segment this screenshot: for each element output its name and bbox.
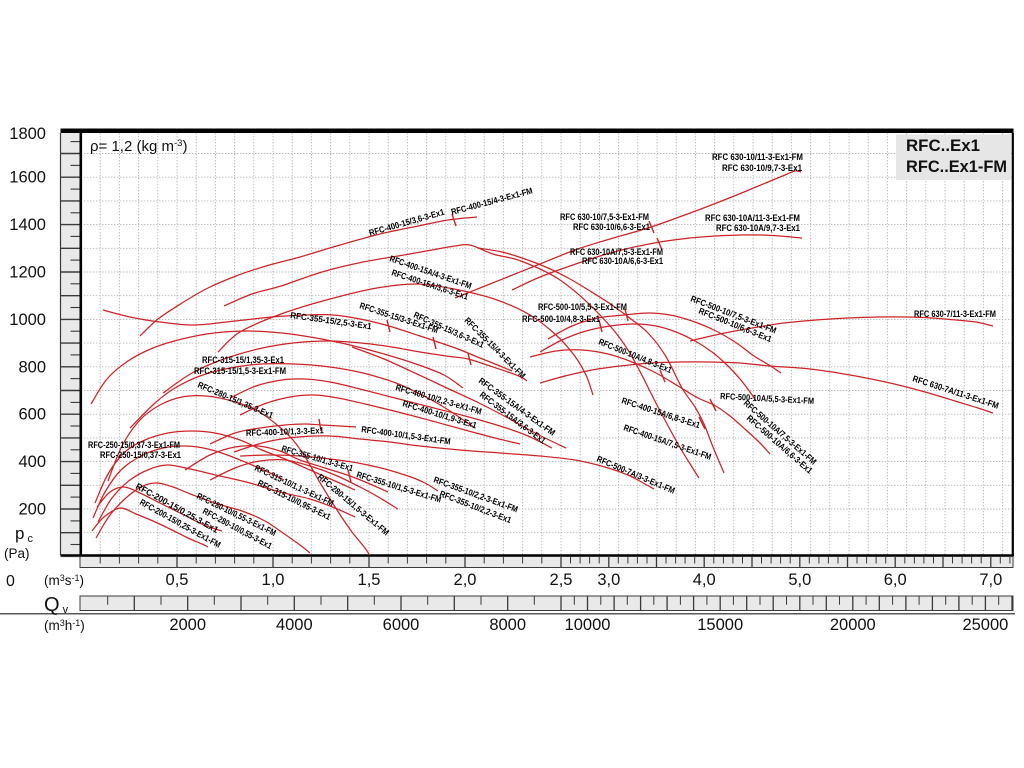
svg-text:1400: 1400 <box>9 216 46 234</box>
svg-text:1800: 1800 <box>9 125 46 143</box>
svg-text:400: 400 <box>18 453 46 471</box>
svg-text:2,0: 2,0 <box>454 571 477 589</box>
svg-text:(Pa): (Pa) <box>4 546 30 561</box>
svg-text:1,0: 1,0 <box>262 571 285 589</box>
svg-text:0,5: 0,5 <box>166 571 189 589</box>
svg-text:6000: 6000 <box>383 616 420 634</box>
svg-text:RFC 630-10A/11-3-Ex1-FM: RFC 630-10A/11-3-Ex1-FM <box>705 213 800 223</box>
svg-text:RFC..Ex1: RFC..Ex1 <box>906 137 980 155</box>
svg-text:4,0: 4,0 <box>693 571 716 589</box>
svg-text:1200: 1200 <box>9 264 46 282</box>
svg-text:10000: 10000 <box>565 616 611 634</box>
svg-text:200: 200 <box>18 501 46 519</box>
svg-text:7,0: 7,0 <box>979 571 1002 589</box>
svg-text:0: 0 <box>6 573 15 590</box>
svg-text:800: 800 <box>18 358 46 376</box>
svg-text:2000: 2000 <box>169 616 206 634</box>
svg-text:20000: 20000 <box>830 616 876 634</box>
svg-text:RFC-500-10/4,8-3-Ex1: RFC-500-10/4,8-3-Ex1 <box>522 314 600 324</box>
svg-text:RFC 630-7/11-3-Ex1-FM: RFC 630-7/11-3-Ex1-FM <box>914 309 996 319</box>
svg-text:RFC 630-10/9,7-3-Ex1: RFC 630-10/9,7-3-Ex1 <box>722 163 802 173</box>
svg-text:1000: 1000 <box>9 311 46 329</box>
svg-text:ρ= 1,2 (kg m-3): ρ= 1,2 (kg m-3) <box>90 138 187 155</box>
svg-text:4000: 4000 <box>276 616 313 634</box>
svg-text:RFC 630-10/6,6-3-Ex1: RFC 630-10/6,6-3-Ex1 <box>573 222 650 232</box>
svg-text:RFC..Ex1-FM: RFC..Ex1-FM <box>906 158 1007 176</box>
svg-text:RFC 630-10A/6,6-3-Ex1: RFC 630-10A/6,6-3-Ex1 <box>582 256 663 266</box>
svg-text:5,0: 5,0 <box>788 571 811 589</box>
svg-text:RFC 630-10/7,5-3-Ex1-FM: RFC 630-10/7,5-3-Ex1-FM <box>560 212 649 222</box>
svg-text:2,5: 2,5 <box>550 571 573 589</box>
svg-text:RFC-500-10/5,5-3-Ex1-FM: RFC-500-10/5,5-3-Ex1-FM <box>538 302 627 312</box>
svg-text:RFC 630-10/11-3-Ex1-FM: RFC 630-10/11-3-Ex1-FM <box>712 152 803 162</box>
svg-text:RFC-315-15/1,5-3-Ex1-FM: RFC-315-15/1,5-3-Ex1-FM <box>194 366 286 376</box>
svg-text:3,0: 3,0 <box>597 571 620 589</box>
svg-text:8000: 8000 <box>489 616 526 634</box>
svg-text:RFC 630-10A/7,5-3-Ex1-FM: RFC 630-10A/7,5-3-Ex1-FM <box>570 247 663 257</box>
svg-text:25000: 25000 <box>962 616 1008 634</box>
svg-text:1600: 1600 <box>9 169 46 187</box>
svg-text:15000: 15000 <box>697 616 743 634</box>
svg-text:RFC 630-10A/9,7-3-Ex1: RFC 630-10A/9,7-3-Ex1 <box>716 223 800 233</box>
svg-text:RFC-315-15/1,35-3-Ex1: RFC-315-15/1,35-3-Ex1 <box>202 355 284 365</box>
svg-text:RFC-250-15/0,37-3-Ex1-FM: RFC-250-15/0,37-3-Ex1-FM <box>88 440 180 450</box>
svg-text:RFC-500-10A/5,5-3-Ex1-FM: RFC-500-10A/5,5-3-Ex1-FM <box>720 391 814 406</box>
svg-text:600: 600 <box>18 406 46 424</box>
svg-text:RFC-250-15/0,37-3-Ex1: RFC-250-15/0,37-3-Ex1 <box>100 450 181 460</box>
svg-text:RFC-400-10/1,3-3-Ex1: RFC-400-10/1,3-3-Ex1 <box>246 425 324 438</box>
svg-text:1,5: 1,5 <box>358 571 381 589</box>
svg-text:6,0: 6,0 <box>884 571 907 589</box>
